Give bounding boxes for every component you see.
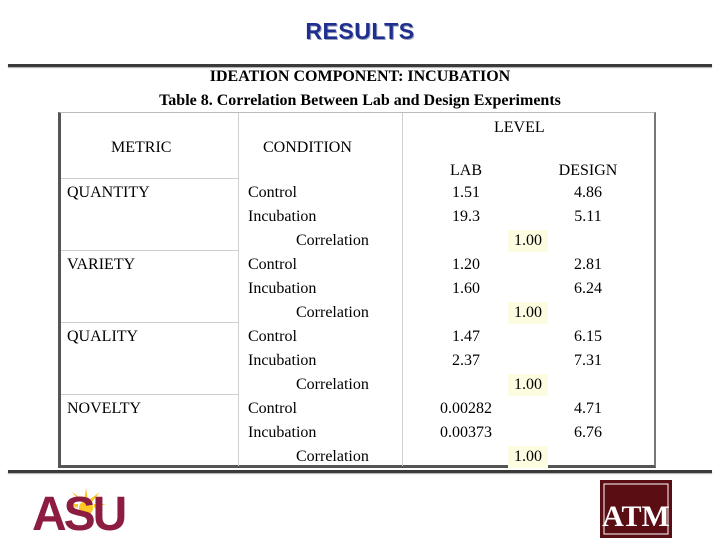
slide-title: RESULTS <box>305 18 415 44</box>
table-grid-line <box>61 322 239 323</box>
condition-label: Incubation <box>248 280 317 297</box>
condition-label: Control <box>248 184 297 201</box>
header-design: DESIGN <box>558 162 618 179</box>
tamu-logo: ATM <box>600 480 672 538</box>
table-grid-line <box>61 394 239 395</box>
design-value: 4.71 <box>574 400 602 417</box>
metric-label: VARIETY <box>67 256 136 273</box>
condition-label: Incubation <box>248 424 317 441</box>
lab-value: 2.37 <box>452 352 480 369</box>
correlation-value: 1.00 <box>508 374 548 396</box>
top-divider <box>8 64 712 67</box>
lab-value: 1.60 <box>452 280 480 297</box>
metric-label: NOVELTY <box>67 400 142 417</box>
metric-label: QUALITY <box>67 328 139 345</box>
table-grid-line <box>61 178 239 179</box>
bottom-divider <box>8 470 712 473</box>
correlation-label: Correlation <box>296 232 369 249</box>
design-value: 7.31 <box>574 352 602 369</box>
correlation-value: 1.00 <box>508 230 548 252</box>
table-grid-line <box>402 113 403 466</box>
header-metric: METRIC <box>111 139 172 156</box>
caption-table-title: Table 8. Correlation Between Lab and Des… <box>159 92 561 109</box>
tamu-logo-text: ATM <box>602 500 670 533</box>
asu-logo-text: ASU <box>32 488 125 534</box>
header-lab: LAB <box>450 162 482 179</box>
asu-logo: ASU <box>32 488 128 534</box>
design-value: 6.24 <box>574 280 602 297</box>
design-value: 5.11 <box>574 208 602 225</box>
condition-label: Control <box>248 400 297 417</box>
condition-label: Control <box>248 328 297 345</box>
design-value: 6.76 <box>574 424 602 441</box>
correlation-value: 1.00 <box>508 446 548 468</box>
lab-value: 0.00373 <box>440 424 492 441</box>
metric-label: QUANTITY <box>67 184 150 201</box>
header-condition: CONDITION <box>263 139 352 156</box>
correlation-label: Correlation <box>296 376 369 393</box>
lab-value: 1.51 <box>452 184 480 201</box>
condition-label: Incubation <box>248 208 317 225</box>
correlation-value: 1.00 <box>508 302 548 324</box>
design-value: 4.86 <box>574 184 602 201</box>
header-level: LEVEL <box>494 119 545 136</box>
lab-value: 1.47 <box>452 328 480 345</box>
caption-component: IDEATION COMPONENT: INCUBATION <box>209 68 511 85</box>
lab-value: 19.3 <box>452 208 480 225</box>
design-value: 6.15 <box>574 328 602 345</box>
lab-value: 1.20 <box>452 256 480 273</box>
condition-label: Incubation <box>248 352 317 369</box>
table-grid-line <box>238 113 239 466</box>
correlation-table <box>58 112 656 468</box>
design-value: 2.81 <box>574 256 602 273</box>
table-grid-line <box>61 250 239 251</box>
correlation-label: Correlation <box>296 448 369 465</box>
correlation-label: Correlation <box>296 304 369 321</box>
lab-value: 0.00282 <box>440 400 492 417</box>
condition-label: Control <box>248 256 297 273</box>
